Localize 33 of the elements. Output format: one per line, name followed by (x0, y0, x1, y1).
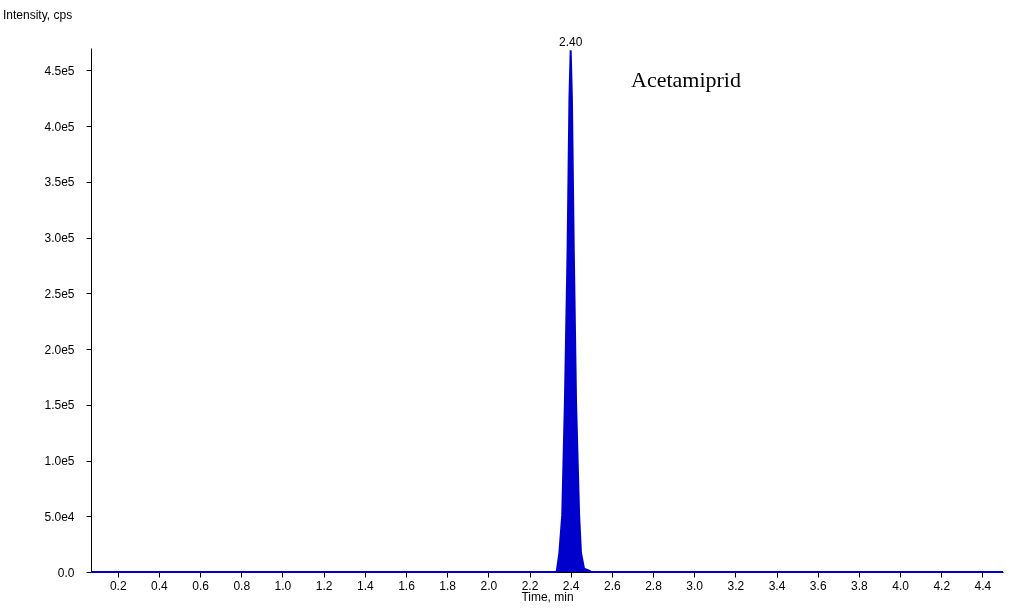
x-tick-label: 0.4 (151, 578, 169, 593)
x-tick-label: 3.0 (686, 578, 704, 593)
y-tick-label: 0.0 (57, 565, 75, 580)
y-tick-label: 2.5e5 (44, 286, 75, 301)
annotation: Acetamiprid (631, 67, 741, 92)
x-tick-label: 4.4 (974, 578, 992, 593)
y-tick-label: 1.5e5 (44, 398, 75, 413)
x-tick-label: 2.0 (480, 578, 498, 593)
x-tick-label: 4.0 (892, 578, 910, 593)
x-tick-label: 2.8 (645, 578, 663, 593)
x-tick-label: 2.6 (604, 578, 622, 593)
x-tick-label: 3.8 (851, 578, 869, 593)
x-tick-label: 1.2 (315, 578, 333, 593)
x-tick-label: 1.0 (274, 578, 292, 593)
x-tick-label: 3.2 (727, 578, 745, 593)
y-tick-label: 3.0e5 (44, 231, 75, 246)
x-tick-label: 1.6 (398, 578, 416, 593)
x-tick-label: 1.4 (356, 578, 374, 593)
x-tick-label: 0.8 (233, 578, 251, 593)
y-tick-label: 5.0e4 (44, 509, 75, 524)
y-tick-label: 3.5e5 (44, 175, 75, 190)
y-tick-label: 4.0e5 (44, 119, 75, 134)
y-axis-title: Intensity, cps (3, 8, 73, 22)
x-tick-label: 3.4 (768, 578, 786, 593)
x-tick-label: 1.8 (439, 578, 457, 593)
x-tick-label: 4.2 (933, 578, 951, 593)
x-tick-label: 0.6 (192, 578, 210, 593)
x-tick-label: 3.6 (809, 578, 827, 593)
y-tick-label: 4.5e5 (44, 63, 75, 78)
annotation: 2.40 (559, 35, 583, 50)
y-tick-label: 2.0e5 (44, 342, 75, 357)
y-tick-label: 1.0e5 (44, 454, 75, 469)
x-tick-label: 0.2 (109, 578, 127, 593)
